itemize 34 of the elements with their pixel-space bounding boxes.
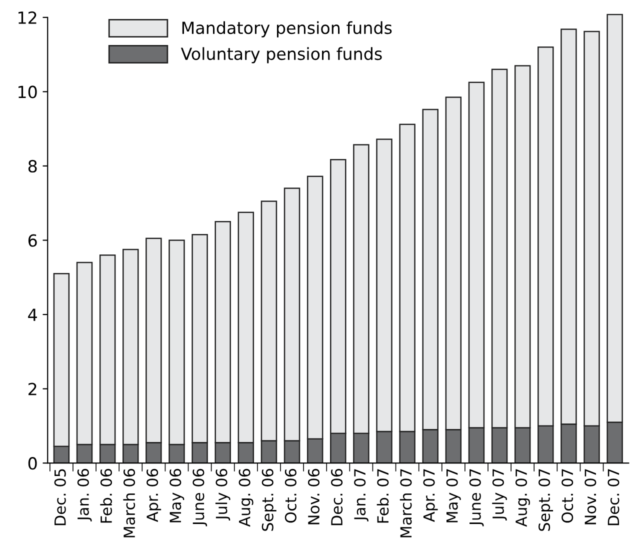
x-tick-label: Dec. 05 (54, 469, 66, 526)
x-tick-label: Jan. 07 (354, 469, 368, 522)
x-tick-label: Apr. 07 (423, 469, 438, 522)
x-tick-label: Sept. 06 (262, 468, 276, 531)
x-tick-label: Apr. 06 (146, 468, 162, 522)
y-tick-label: 4 (28, 308, 37, 321)
x-tick-label: Feb. 06 (100, 468, 112, 523)
y-tick-label: 2 (28, 382, 36, 396)
y-tick-label: 6 (28, 234, 37, 247)
x-tick-label: July 07 (492, 469, 507, 520)
y-tick-label: 0 (28, 457, 37, 470)
x-tick-label: Dec. 07 (608, 469, 620, 526)
x-tick-label: Sept. 07 (538, 469, 554, 531)
x-tick-label: Nov. 06 (308, 468, 320, 524)
x-tick-label: March 07 (400, 469, 412, 538)
x-tick-label: Oct. 06 (284, 468, 296, 523)
x-tick-label: March 06 (123, 468, 136, 538)
x-tick-label: Aug. 07 (515, 469, 530, 527)
x-tick-label: June 06 (192, 468, 208, 526)
legend-label: Voluntary pension funds (180, 47, 382, 64)
x-tick-label: May 07 (446, 469, 461, 522)
x-tick-label: Dec. 06 (331, 468, 343, 526)
legend-label: Mandatory pension funds (182, 21, 392, 38)
y-tick-label: 12 (18, 11, 36, 24)
y-tick-label: 8 (28, 160, 37, 173)
x-tick-label: June 07 (469, 469, 484, 526)
x-tick-label: Aug. 06 (238, 468, 254, 527)
y-tick-label: 10 (18, 86, 37, 98)
x-tick-label: July 06 (215, 468, 230, 520)
x-tick-label: May 06 (170, 468, 184, 522)
x-tick-label: Feb. 07 (376, 469, 389, 523)
x-tick-label: Nov. 07 (584, 469, 596, 524)
x-tick-label: Oct. 07 (562, 469, 574, 523)
x-tick-label: Jan. 06 (77, 468, 92, 522)
